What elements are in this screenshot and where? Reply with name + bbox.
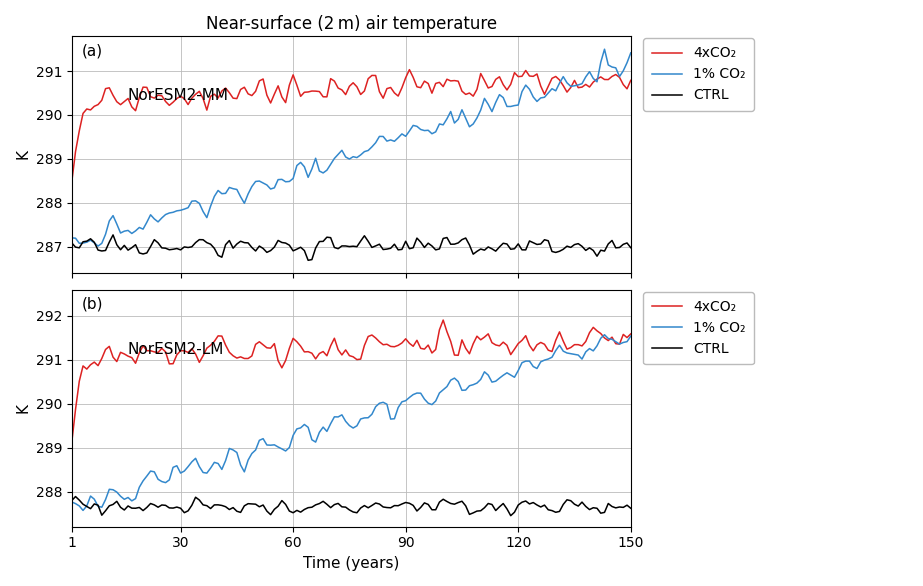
- 4xCO₂: [381, 340, 392, 347]
- 1% CO₂: [363, 414, 374, 421]
- 1% CO₂: [456, 106, 467, 113]
- CTRL: [292, 507, 303, 514]
- CTRL: [254, 503, 265, 510]
- CTRL: [66, 497, 78, 504]
- Legend: 4xCO₂, 1% CO₂, CTRL: 4xCO₂, 1% CO₂, CTRL: [643, 292, 754, 364]
- 1% CO₂: [599, 331, 610, 338]
- 1% CO₂: [363, 147, 374, 154]
- Y-axis label: K: K: [15, 403, 30, 413]
- CTRL: [70, 493, 81, 500]
- 1% CO₂: [532, 98, 543, 105]
- 1% CO₂: [78, 507, 89, 514]
- 4xCO₂: [381, 85, 392, 92]
- CTRL: [625, 505, 636, 512]
- Line: 4xCO₂: 4xCO₂: [72, 320, 630, 442]
- CTRL: [363, 505, 374, 512]
- 4xCO₂: [288, 335, 299, 342]
- 1% CO₂: [66, 234, 78, 241]
- CTRL: [389, 241, 400, 248]
- CTRL: [254, 243, 265, 250]
- Line: CTRL: CTRL: [72, 235, 630, 260]
- 4xCO₂: [404, 66, 415, 73]
- 1% CO₂: [292, 162, 303, 169]
- CTRL: [625, 244, 636, 251]
- Line: CTRL: CTRL: [72, 496, 630, 516]
- CTRL: [535, 240, 546, 247]
- 4xCO₂: [456, 88, 467, 95]
- 4xCO₂: [456, 336, 467, 343]
- CTRL: [456, 498, 467, 505]
- Text: NorESM2-LM: NorESM2-LM: [127, 342, 224, 357]
- 1% CO₂: [254, 178, 265, 185]
- Title: Near-surface (2 m) air temperature: Near-surface (2 m) air temperature: [206, 15, 497, 33]
- 1% CO₂: [292, 425, 303, 432]
- 4xCO₂: [250, 341, 261, 348]
- Line: 4xCO₂: 4xCO₂: [72, 70, 630, 182]
- 1% CO₂: [456, 387, 467, 394]
- CTRL: [107, 231, 118, 239]
- Text: (b): (b): [82, 297, 103, 312]
- Legend: 4xCO₂, 1% CO₂, CTRL: 4xCO₂, 1% CO₂, CTRL: [643, 38, 754, 111]
- Text: (a): (a): [82, 43, 103, 58]
- 1% CO₂: [385, 137, 396, 144]
- 4xCO₂: [359, 342, 370, 349]
- CTRL: [535, 503, 546, 510]
- Line: 1% CO₂: 1% CO₂: [72, 335, 630, 510]
- CTRL: [366, 244, 378, 251]
- 4xCO₂: [625, 331, 636, 338]
- CTRL: [461, 234, 472, 241]
- 4xCO₂: [625, 77, 636, 84]
- 4xCO₂: [288, 71, 299, 79]
- 4xCO₂: [66, 439, 78, 446]
- 4xCO₂: [532, 341, 543, 348]
- CTRL: [303, 257, 314, 264]
- 1% CO₂: [625, 49, 636, 56]
- CTRL: [385, 505, 396, 512]
- 4xCO₂: [359, 87, 370, 94]
- 4xCO₂: [66, 178, 78, 185]
- CTRL: [292, 246, 303, 253]
- CTRL: [66, 240, 78, 247]
- 4xCO₂: [438, 316, 449, 323]
- 1% CO₂: [625, 333, 636, 340]
- Text: NorESM2-MM: NorESM2-MM: [127, 88, 229, 103]
- Line: 1% CO₂: 1% CO₂: [72, 49, 630, 246]
- 1% CO₂: [599, 46, 610, 53]
- 1% CO₂: [92, 243, 103, 250]
- 4xCO₂: [250, 88, 261, 95]
- Y-axis label: K: K: [15, 149, 30, 159]
- 1% CO₂: [385, 415, 396, 423]
- 1% CO₂: [254, 437, 265, 444]
- CTRL: [505, 512, 516, 519]
- 4xCO₂: [532, 70, 543, 77]
- 1% CO₂: [66, 499, 78, 506]
- X-axis label: Time (years): Time (years): [303, 556, 400, 571]
- 1% CO₂: [532, 365, 543, 372]
